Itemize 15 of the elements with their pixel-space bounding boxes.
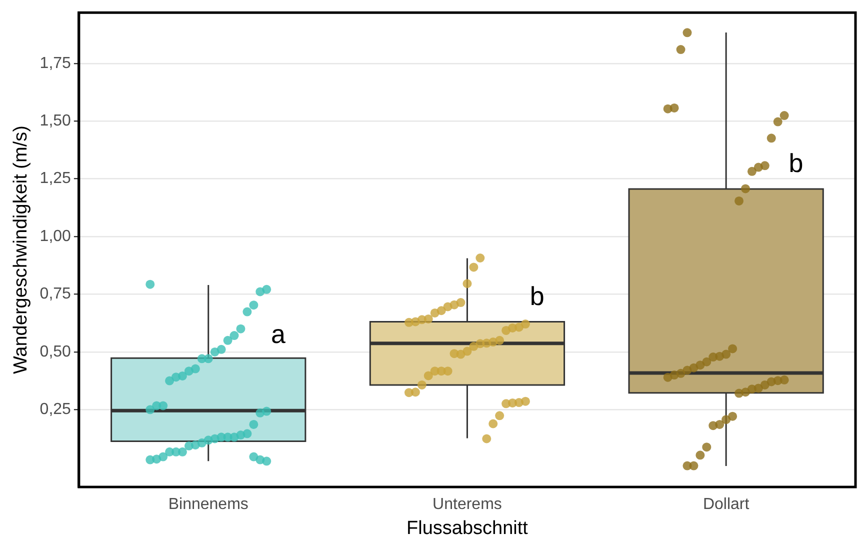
x-tick-label: Dollart [702,496,750,514]
y-axis-title: Wandergeschwindigkeit (m/s) [10,126,32,374]
y-tick-label: 1,75 [40,54,72,72]
y-tick-label: 1,50 [40,112,72,130]
annotation: b [788,148,804,178]
x-axis-title: Flussabschnitt [406,518,529,539]
y-tick-label: 1,00 [40,228,72,245]
y-tick-label: 0,25 [40,401,72,418]
y-tick-label: 0,50 [40,343,72,360]
x-tick-label: Binnenems [168,496,248,514]
x-tick-label: Unterems [432,496,502,514]
annotation: a [271,318,286,349]
annotation: b [530,280,544,311]
y-tick-label: 0,75 [40,286,72,303]
y-tick-label: 1,25 [40,170,72,188]
